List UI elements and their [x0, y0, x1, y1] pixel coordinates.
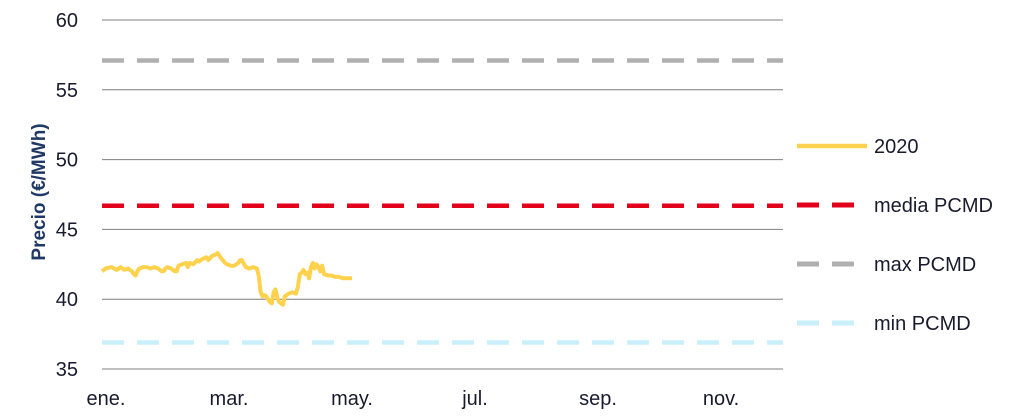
y-axis-tick-labels: 35 40 45 50 55 60	[56, 10, 78, 381]
y-tick-label: 60	[56, 10, 78, 32]
legend-item: media PCMD	[797, 195, 993, 217]
y-axis-title: Precio (€/MWh)	[29, 123, 50, 260]
legend-label: 2020	[874, 136, 919, 158]
horizontal-gridlines	[102, 19, 783, 370]
y-tick-label: 35	[56, 359, 78, 381]
y-tick-label: 50	[56, 150, 78, 172]
x-tick-label: mar.	[210, 388, 249, 410]
y-tick-label: 40	[56, 289, 78, 311]
x-axis-tick-labels: ene. mar. may. jul. sep. nov.	[87, 388, 740, 410]
x-tick-label: sep.	[579, 388, 617, 410]
legend-item: max PCMD	[797, 254, 976, 276]
y-tick-label: 45	[56, 219, 78, 241]
x-tick-label: ene.	[87, 388, 126, 410]
legend: 2020 media PCMD max PCMD min PCMD	[797, 136, 993, 335]
y-tick-label: 55	[56, 80, 78, 102]
series-line-0	[100, 251, 352, 307]
legend-label: max PCMD	[874, 254, 976, 276]
x-tick-label: nov.	[703, 388, 739, 410]
x-tick-label: may.	[331, 388, 373, 410]
x-tick-label: jul.	[461, 388, 488, 410]
legend-item: min PCMD	[797, 313, 971, 335]
legend-label: min PCMD	[874, 313, 971, 335]
series-lines	[100, 58, 783, 345]
legend-item: 2020	[797, 136, 919, 158]
legend-label: media PCMD	[874, 195, 993, 217]
